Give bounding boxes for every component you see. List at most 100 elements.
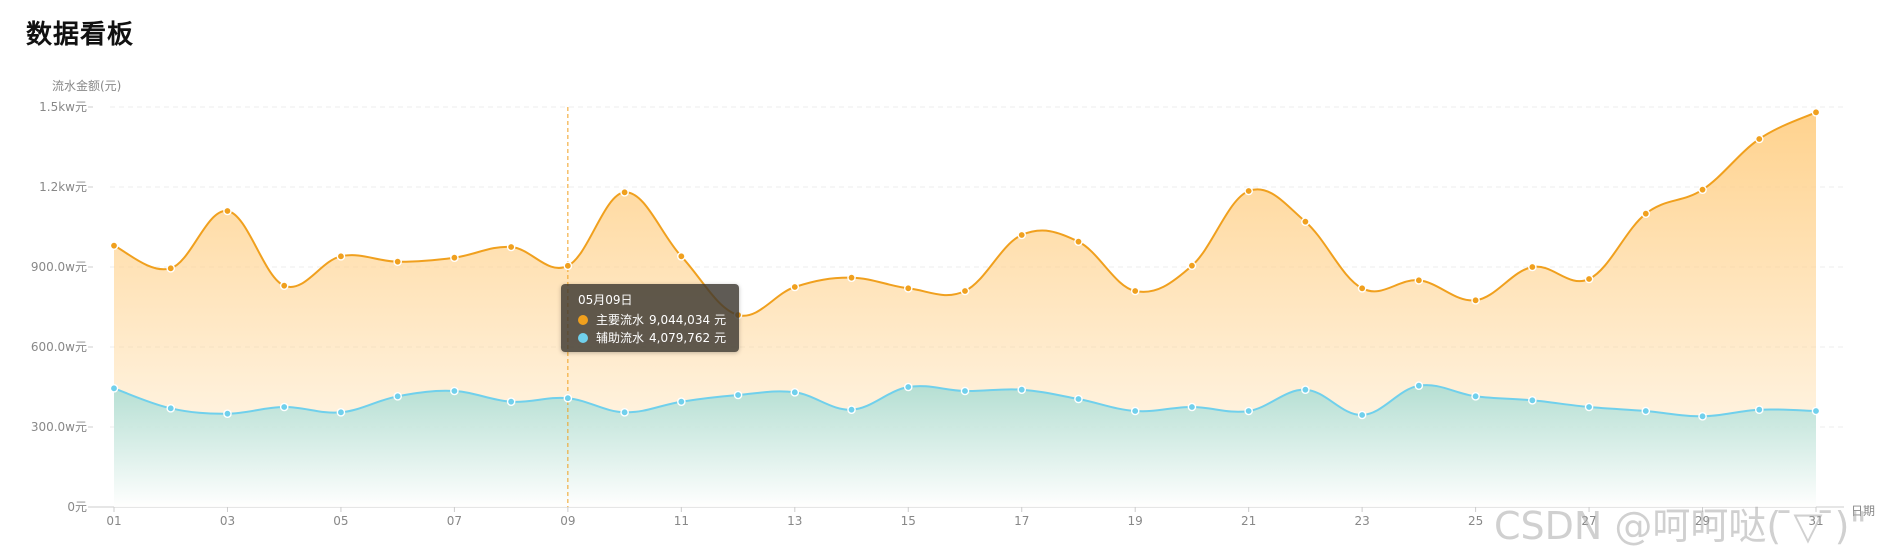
data-point-primary: [336, 252, 346, 261]
data-point-secondary: [733, 390, 743, 400]
tooltip-secondary-value: 4,079,762: [649, 331, 711, 345]
data-point-secondary: [620, 408, 629, 417]
data-point-primary: [1471, 296, 1480, 305]
x-tick-label: 05: [333, 514, 348, 528]
tooltip-primary-value: 9,044,034: [649, 313, 711, 327]
y-tick-label: 900.0w元: [31, 260, 87, 274]
data-point-primary: [1017, 230, 1027, 240]
data-point-primary: [1130, 286, 1140, 296]
y-axis-title: 流水金额(元): [52, 78, 121, 93]
data-point-primary: [1301, 217, 1310, 226]
data-point-secondary: [1528, 396, 1537, 405]
data-point-secondary: [960, 386, 970, 396]
data-point-primary: [1528, 262, 1537, 272]
x-tick-label: 13: [787, 514, 802, 528]
data-point-secondary: [336, 408, 346, 417]
data-point-secondary: [1244, 406, 1253, 416]
data-point-primary: [166, 264, 176, 273]
chart-tooltip: 05月09日 主要流水 9,044,034 元 辅助流水 4,079,762 元: [561, 284, 739, 352]
x-tick-label: 01: [106, 514, 121, 528]
data-point-primary: [847, 273, 856, 282]
data-point-secondary: [847, 405, 856, 414]
x-tick-label: 07: [447, 514, 462, 528]
tooltip-row-secondary: 辅助流水 4,079,762 元: [578, 329, 739, 347]
data-point-primary: [393, 257, 402, 266]
data-point-primary: [790, 282, 800, 292]
x-tick-label: 19: [1128, 514, 1143, 528]
data-point-secondary: [1698, 412, 1707, 421]
data-point-secondary: [1584, 402, 1594, 412]
data-point-primary: [677, 252, 686, 261]
x-tick-label: 09: [560, 514, 575, 528]
data-point-primary: [1357, 284, 1367, 293]
data-point-primary: [109, 241, 119, 250]
data-point-secondary: [166, 404, 176, 413]
data-point-primary: [903, 284, 913, 293]
data-point-secondary: [1414, 381, 1424, 390]
data-point-primary: [1754, 134, 1764, 144]
data-point-secondary: [1811, 406, 1821, 416]
tooltip-primary-dot: [578, 315, 588, 325]
data-point-secondary: [1017, 385, 1027, 394]
y-tick-label: 1.2kw元: [39, 180, 87, 194]
data-point-secondary: [393, 392, 402, 401]
tooltip-secondary-unit: 元: [714, 331, 727, 345]
x-tick-label: 31: [1808, 514, 1823, 528]
x-tick-label: 21: [1241, 514, 1256, 528]
x-tick-label: 15: [901, 514, 916, 528]
data-point-secondary: [1187, 402, 1197, 412]
x-tick-label: 25: [1468, 514, 1483, 528]
data-point-primary: [450, 253, 459, 262]
data-point-primary: [506, 242, 516, 252]
data-point-primary: [1244, 186, 1253, 196]
data-point-secondary: [790, 388, 800, 397]
data-point-primary: [1074, 237, 1083, 246]
data-point-secondary: [1641, 406, 1651, 416]
data-point-secondary: [506, 397, 516, 406]
data-point-secondary: [279, 402, 289, 412]
y-tick-label: 600.0w元: [31, 340, 87, 354]
data-point-secondary: [1754, 405, 1764, 414]
data-point-secondary: [677, 397, 686, 406]
x-tick-label: 03: [220, 514, 235, 528]
data-point-primary: [1698, 185, 1707, 194]
data-point-secondary: [563, 393, 573, 403]
data-point-secondary: [1471, 392, 1480, 401]
data-point-secondary: [1301, 385, 1310, 394]
tooltip-primary-unit: 元: [714, 313, 727, 327]
y-tick-label: 300.0w元: [31, 420, 87, 434]
series-area-secondary: [114, 385, 1816, 507]
watermark: CSDN @呵呵哒( ̄▽ ̄)": [1494, 504, 1867, 548]
data-point-secondary: [1130, 406, 1140, 416]
tooltip-secondary-dot: [578, 333, 588, 343]
data-point-secondary: [903, 382, 913, 392]
tooltip-row-primary: 主要流水 9,044,034 元: [578, 311, 739, 329]
data-point-secondary: [109, 384, 119, 393]
data-point-primary: [279, 281, 289, 290]
data-point-primary: [620, 188, 629, 197]
data-point-secondary: [1357, 410, 1367, 420]
data-point-primary: [563, 261, 573, 271]
tooltip-secondary-label: 辅助流水: [596, 331, 645, 345]
data-point-primary: [960, 286, 970, 296]
data-point-primary: [223, 206, 232, 216]
tooltip-date: 05月09日: [578, 293, 633, 307]
y-tick-label: 1.5kw元: [39, 100, 87, 114]
x-tick-label: 27: [1581, 514, 1596, 528]
x-tick-label: 29: [1695, 514, 1710, 528]
x-tick-label: 11: [674, 514, 689, 528]
data-point-primary: [1641, 209, 1651, 218]
data-point-primary: [1414, 276, 1424, 285]
data-point-primary: [1187, 261, 1197, 270]
y-tick-label: 0元: [67, 500, 87, 514]
data-point-secondary: [223, 409, 232, 418]
data-point-primary: [1811, 108, 1821, 117]
x-tick-label: 23: [1354, 514, 1369, 528]
page-title: 数据看板: [26, 20, 135, 50]
tooltip-primary-label: 主要流水: [596, 313, 645, 327]
data-point-secondary: [450, 386, 459, 396]
x-tick-label: 17: [1014, 514, 1029, 528]
data-point-secondary: [1074, 394, 1083, 404]
x-axis-title: 日期: [1851, 504, 1875, 518]
